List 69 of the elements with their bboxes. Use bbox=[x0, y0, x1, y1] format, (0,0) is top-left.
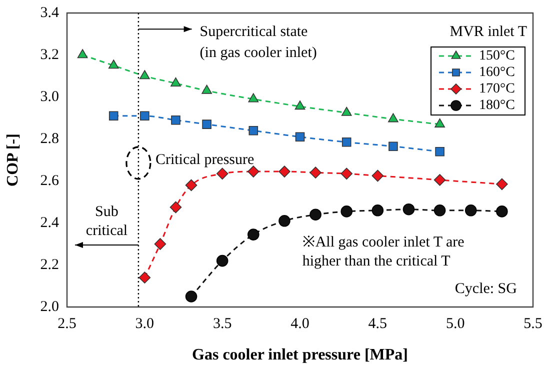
point bbox=[77, 49, 88, 58]
legend-title: MVR inlet T bbox=[450, 24, 527, 40]
point bbox=[170, 201, 182, 214]
y-tick-label: 3.0 bbox=[40, 88, 59, 105]
point bbox=[340, 206, 352, 218]
point bbox=[340, 168, 352, 180]
point bbox=[294, 100, 306, 110]
point bbox=[248, 228, 260, 240]
point bbox=[185, 179, 198, 192]
point bbox=[310, 208, 322, 220]
y-tick-label: 2.4 bbox=[40, 214, 60, 231]
y-tick-label: 2.6 bbox=[40, 172, 60, 189]
point bbox=[171, 115, 180, 125]
point bbox=[248, 93, 259, 102]
legend-label: 150°C bbox=[479, 48, 515, 64]
legend-label: 180°C bbox=[479, 98, 515, 114]
point bbox=[496, 178, 508, 190]
point bbox=[108, 111, 118, 121]
point bbox=[342, 138, 352, 147]
point bbox=[154, 238, 166, 250]
annotation: Critical pressure bbox=[155, 152, 255, 168]
x-tick-label: 3.0 bbox=[135, 316, 154, 332]
point bbox=[295, 132, 305, 142]
x-tick-label: 3.5 bbox=[212, 316, 232, 332]
annotation: Supercritical state (in gas cooler inlet) bbox=[200, 24, 317, 62]
y-axis-title: COP [-] bbox=[4, 134, 22, 186]
point bbox=[372, 170, 384, 182]
y-tick-label: 3.2 bbox=[40, 46, 59, 63]
point bbox=[388, 113, 398, 122]
x-tick-label: 4.0 bbox=[290, 316, 310, 332]
point bbox=[310, 166, 322, 178]
point bbox=[202, 120, 212, 129]
point bbox=[464, 204, 477, 216]
point bbox=[202, 84, 212, 94]
annotation: Cycle: SG bbox=[454, 280, 518, 297]
x-axis-title: Gas cooler inlet pressure [MPa] bbox=[192, 346, 408, 364]
point bbox=[278, 166, 290, 178]
annotation: Sub critical bbox=[86, 204, 128, 239]
point bbox=[434, 204, 446, 216]
point bbox=[216, 168, 228, 180]
x-tick-label: 2.5 bbox=[58, 316, 76, 332]
point bbox=[278, 215, 290, 227]
x-tick-label: 5.0 bbox=[446, 316, 465, 332]
x-tick-label: 5.5 bbox=[524, 316, 542, 332]
point bbox=[170, 77, 181, 86]
point bbox=[341, 106, 352, 116]
point bbox=[388, 142, 398, 151]
point bbox=[435, 146, 444, 156]
point bbox=[434, 174, 446, 186]
point bbox=[496, 206, 508, 218]
point bbox=[138, 272, 151, 284]
point bbox=[248, 126, 258, 136]
legend-label: 160°C bbox=[479, 65, 515, 80]
point bbox=[216, 254, 228, 267]
point bbox=[372, 204, 384, 216]
point bbox=[402, 203, 415, 216]
annotation: ※All gas cooler inlet T are higher than the critical T bbox=[302, 234, 465, 270]
point bbox=[185, 290, 198, 302]
y-tick-label: 3.4 bbox=[40, 4, 60, 21]
point bbox=[140, 70, 150, 80]
point bbox=[108, 60, 119, 69]
y-tick-label: 2.8 bbox=[40, 130, 59, 147]
y-tick-label: 2.0 bbox=[40, 298, 59, 315]
y-tick-label: 2.2 bbox=[40, 256, 59, 273]
x-tick-label: 4.5 bbox=[368, 316, 388, 332]
point bbox=[140, 111, 150, 121]
point bbox=[434, 118, 445, 128]
point bbox=[248, 166, 260, 178]
legend-label: 170°C bbox=[479, 82, 515, 97]
